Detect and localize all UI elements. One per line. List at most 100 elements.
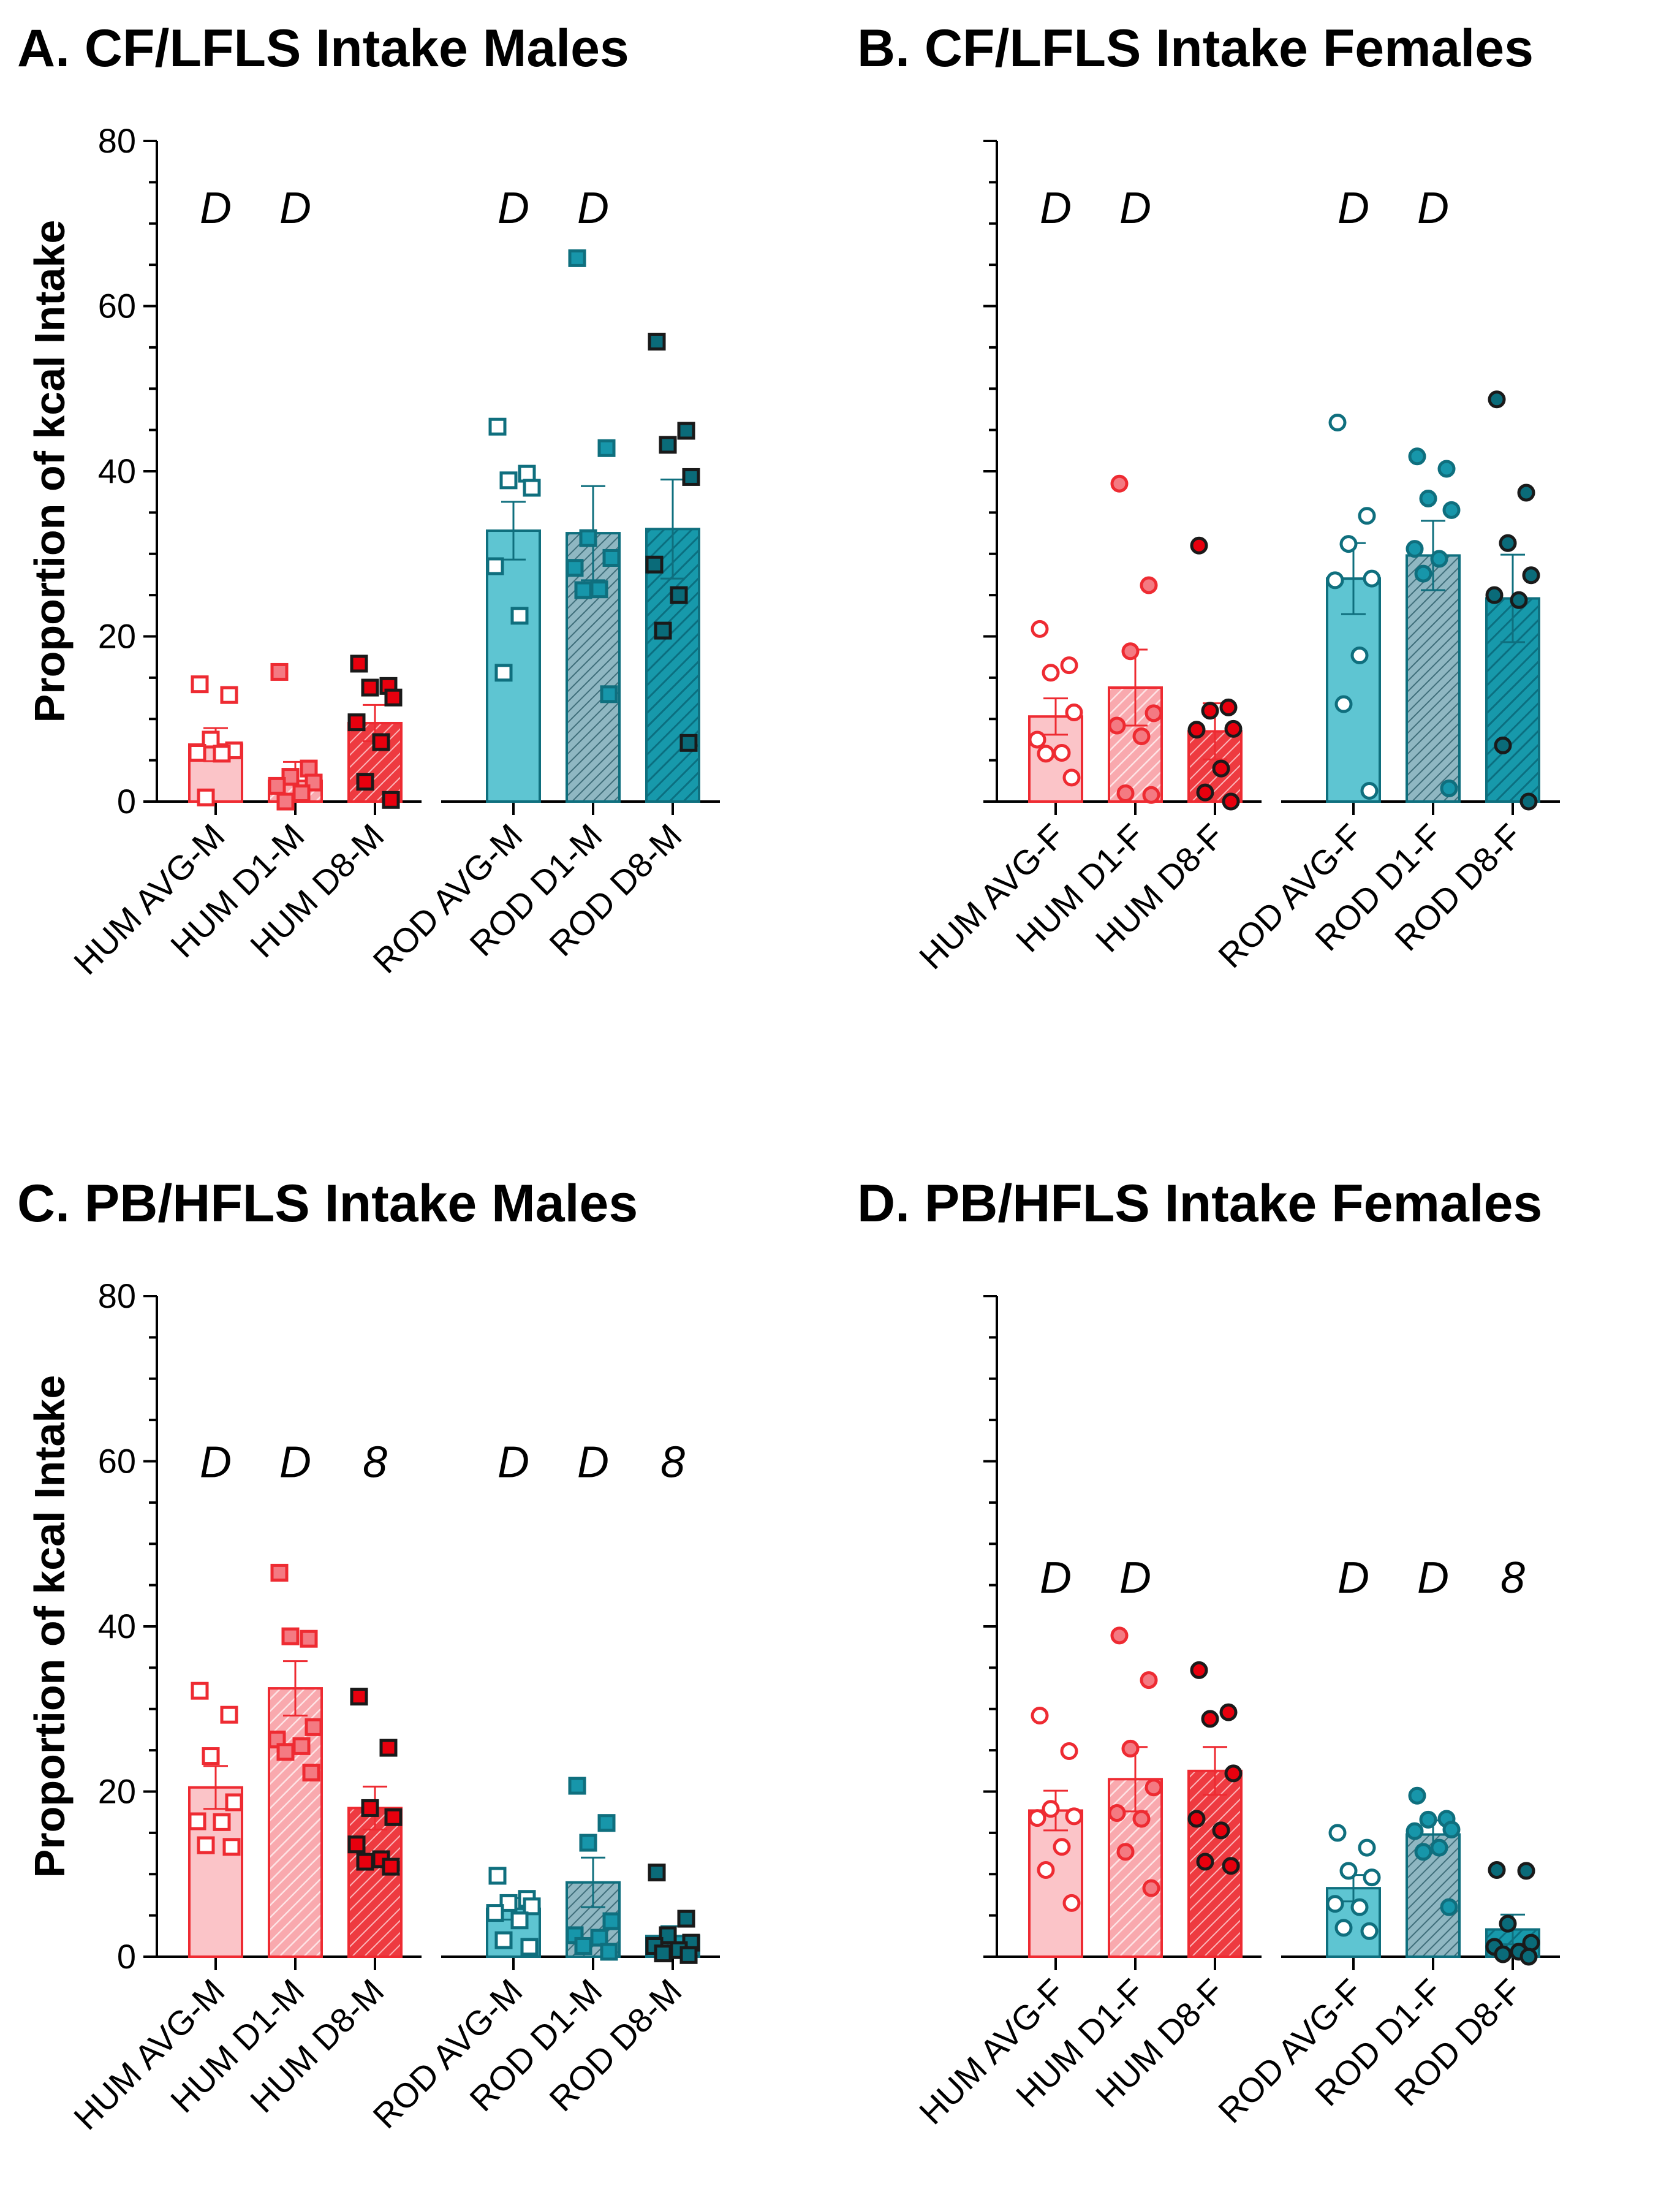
bar	[1028, 1809, 1083, 1959]
y-tick-label: 80	[98, 121, 136, 160]
data-point	[1037, 1861, 1055, 1879]
significance-label: D	[577, 184, 609, 233]
significance-label: D	[577, 1438, 609, 1487]
data-point	[1196, 1853, 1214, 1871]
data-point	[597, 439, 616, 457]
data-point	[1110, 474, 1129, 493]
data-point	[590, 580, 608, 599]
error-bar	[283, 1660, 308, 1717]
data-point	[1488, 1861, 1506, 1879]
data-point	[654, 1944, 672, 1963]
panel-title-d: D. PB/HFLS Intake Females	[857, 1174, 1543, 1233]
data-point	[1430, 550, 1448, 568]
data-point	[1132, 727, 1151, 746]
data-point	[350, 1688, 368, 1706]
data-point	[305, 773, 323, 792]
data-point	[347, 713, 366, 732]
data-point	[1108, 1804, 1126, 1823]
data-point	[292, 1737, 311, 1755]
data-point	[213, 1813, 231, 1831]
data-point	[188, 743, 206, 762]
data-point	[356, 773, 374, 791]
data-point	[1212, 1821, 1230, 1840]
data-point	[1110, 1626, 1129, 1645]
data-point	[677, 1910, 695, 1928]
data-point	[1142, 1879, 1160, 1897]
data-point	[1440, 1898, 1458, 1916]
data-point	[1326, 571, 1344, 590]
significance-label: D	[200, 184, 232, 233]
data-point	[1358, 507, 1376, 525]
data-point	[384, 688, 403, 707]
significance-label: D	[1119, 184, 1151, 233]
data-point	[1363, 569, 1381, 588]
data-point	[1328, 413, 1347, 431]
data-point	[677, 422, 695, 440]
data-point	[202, 1747, 220, 1766]
data-point	[220, 686, 238, 704]
data-point	[1145, 704, 1163, 723]
data-point	[1065, 703, 1083, 721]
data-point	[568, 249, 586, 267]
significance-label: D	[1040, 1553, 1072, 1603]
data-point	[1363, 1868, 1381, 1887]
data-point	[670, 586, 688, 604]
y-tick-label: 60	[98, 287, 136, 325]
significance-label: D	[1417, 1553, 1449, 1603]
data-point	[494, 664, 513, 682]
data-point	[1437, 460, 1456, 478]
data-point	[1053, 743, 1071, 762]
error-bar	[203, 1765, 228, 1810]
data-point	[488, 1867, 507, 1885]
data-point	[523, 1897, 541, 1916]
data-point	[225, 1793, 243, 1811]
data-point	[1406, 1822, 1424, 1840]
data-point	[566, 559, 584, 577]
data-point	[1517, 484, 1535, 502]
data-point	[648, 332, 666, 351]
significance-label: D	[279, 184, 311, 233]
data-point	[574, 581, 592, 599]
error-bar	[501, 501, 526, 561]
data-point	[188, 1812, 206, 1830]
data-point	[281, 1627, 300, 1645]
data-point	[1201, 702, 1219, 720]
panel-title-b: B. CF/LFLS Intake Females	[857, 19, 1534, 78]
data-point	[1442, 501, 1461, 519]
data-point	[486, 1904, 504, 1922]
data-point	[679, 1946, 698, 1964]
data-point	[1060, 1742, 1078, 1760]
data-point	[1414, 1843, 1432, 1861]
data-point	[1140, 1671, 1158, 1690]
y-tick-label: 20	[98, 1772, 136, 1811]
data-point	[1121, 642, 1140, 661]
data-point	[579, 529, 597, 547]
data-point	[1499, 534, 1517, 552]
data-point	[222, 1838, 241, 1856]
data-point	[1334, 1919, 1353, 1937]
data-point	[379, 1739, 398, 1757]
data-point	[518, 465, 536, 483]
data-point	[270, 662, 289, 681]
data-point	[579, 1834, 597, 1852]
data-point	[1062, 768, 1081, 787]
error-bar	[581, 1856, 605, 1908]
significance-label: D	[200, 1438, 232, 1487]
data-point	[213, 745, 231, 763]
data-point	[679, 734, 698, 752]
data-point	[1031, 1707, 1049, 1725]
y-tick-label: 60	[98, 1442, 136, 1481]
data-point	[1517, 1862, 1535, 1880]
data-point	[1339, 1862, 1358, 1880]
data-point	[510, 607, 529, 625]
data-point	[1116, 784, 1135, 803]
data-point	[384, 1808, 403, 1826]
error-bar	[660, 478, 685, 580]
data-point	[347, 1835, 366, 1854]
data-point	[1419, 489, 1437, 507]
data-point	[372, 733, 390, 751]
data-point	[1145, 1778, 1163, 1797]
data-point	[1334, 695, 1353, 713]
